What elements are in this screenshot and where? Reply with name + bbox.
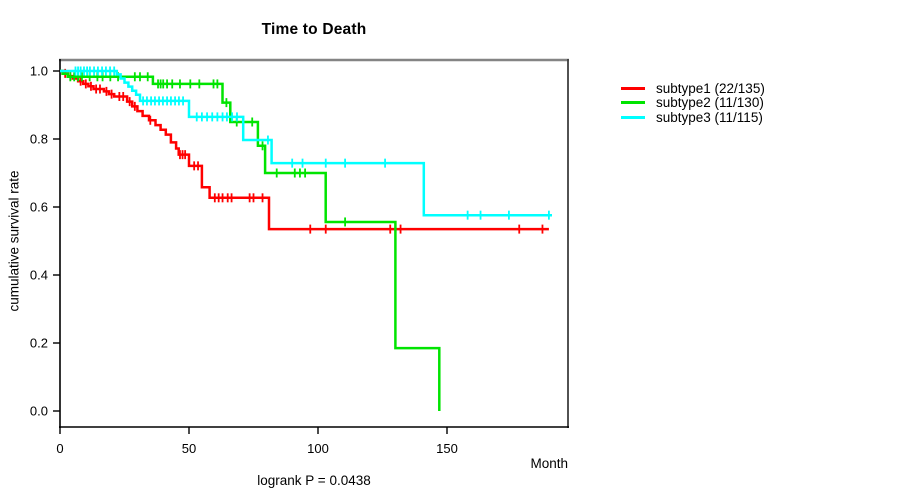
legend-item-label: subtype2 (11/130) (656, 95, 764, 111)
legend-color-swatch (621, 115, 645, 119)
legend-item-label: subtype1 (22/135) (656, 80, 765, 96)
chart-title: Time to Death (261, 21, 367, 38)
survival-curve (60, 69, 441, 411)
legend-item: subtype2 (11/130) (621, 95, 765, 111)
legend-color-swatch (621, 101, 645, 105)
legend: subtype1 (22/135) subtype2 (11/130) subt… (621, 81, 765, 125)
legend-item-label: subtype3 (11/115) (656, 109, 763, 125)
legend-color-swatch (621, 86, 645, 90)
x-tick-label: 150 (436, 441, 458, 456)
legend-item: subtype3 (11/115) (621, 110, 765, 125)
x-tick-label: 0 (56, 441, 63, 456)
y-tick-label: 0.4 (30, 268, 48, 283)
survival-curve (60, 69, 552, 217)
y-tick-label: 0.8 (30, 132, 48, 147)
x-axis-label: Month (530, 456, 568, 471)
legend-item: subtype1 (22/135) (621, 81, 765, 96)
y-tick-label: 0.0 (30, 404, 48, 419)
logrank-p-annotation: logrank P = 0.0438 (257, 473, 371, 488)
y-tick-label: 0.2 (30, 336, 48, 351)
y-tick-label: 0.6 (30, 200, 48, 215)
y-tick-label: 1.0 (30, 64, 48, 79)
y-axis-label: cumulative survival rate (6, 170, 22, 312)
survival-curve (60, 69, 549, 231)
x-tick-label: 50 (182, 441, 196, 456)
x-tick-label: 100 (307, 441, 329, 456)
